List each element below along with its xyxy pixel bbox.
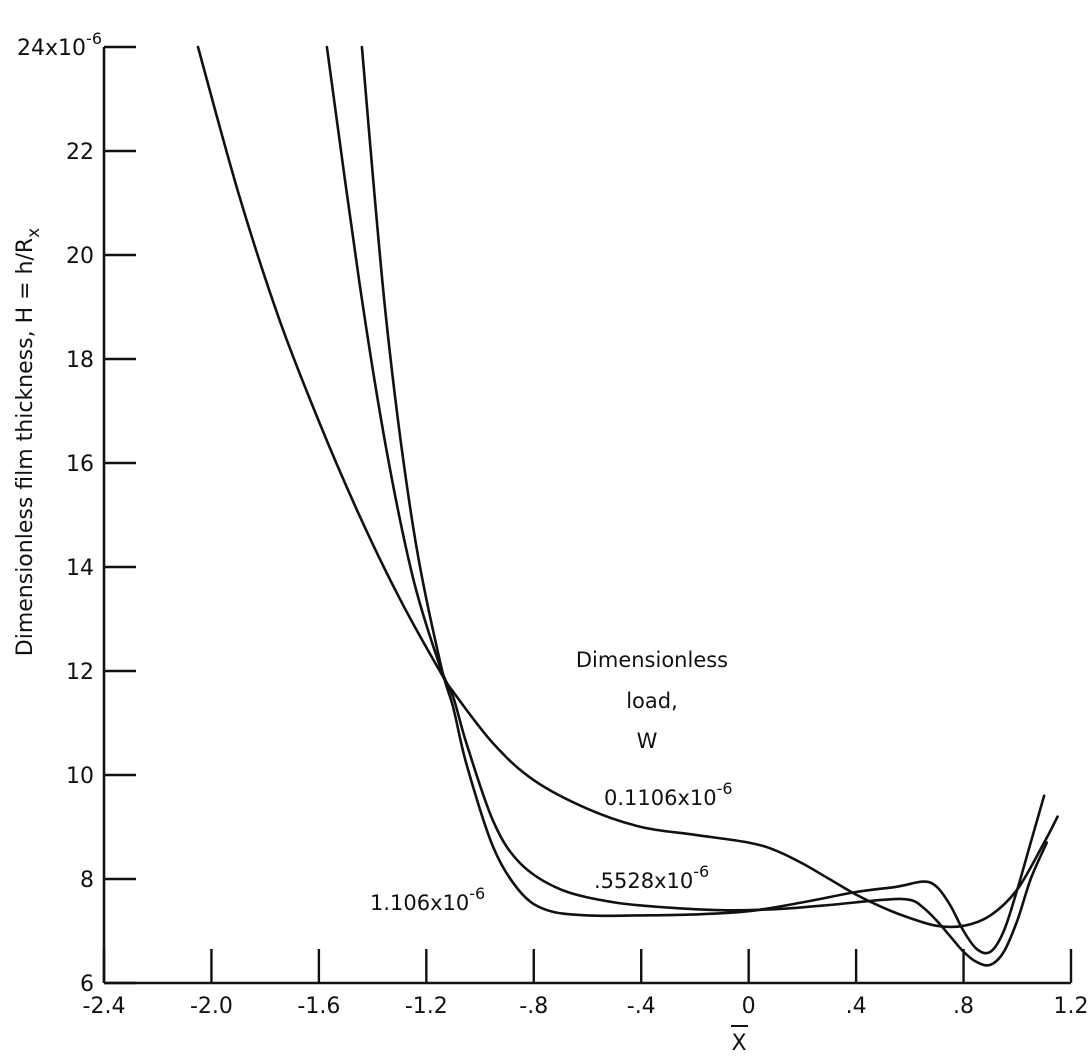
x-tick-label: .4	[846, 994, 867, 1019]
ticks: -2.4 -2.0 -1.6 -1.2 -.8 -.4 0 .4 .8 1.2 6 8 10 12 14 16…	[17, 29, 1088, 1019]
y-tick-label: 14	[66, 556, 94, 581]
series-label-2: 1.106x10-6	[370, 884, 485, 915]
x-tick-label: -1.2	[405, 994, 448, 1019]
x-axis-title-group: X	[731, 1025, 748, 1056]
series-line-0	[196, 45, 1059, 929]
x-tick-label: -1.6	[297, 994, 340, 1019]
x-axis-title: X	[731, 1031, 746, 1056]
y-tick-label: 18	[66, 348, 94, 373]
series-label-0: 0.1106x10-6	[604, 779, 733, 810]
legend-title-line-1: Dimensionless	[576, 648, 728, 672]
y-tick-label: 8	[80, 868, 94, 893]
y-tick-label: 12	[66, 660, 94, 685]
legend-title: Dimensionless load, W	[576, 648, 728, 753]
legend-title-line-2: load,	[626, 689, 678, 713]
x-tick-label: -2.0	[190, 994, 233, 1019]
x-tick-label: -2.4	[83, 994, 126, 1019]
y-tick-label: 24x10-6	[17, 29, 102, 61]
y-tick-label: 10	[66, 764, 94, 789]
y-axis-title-main: Dimensionless film thickness, H = h/R	[13, 238, 38, 656]
axes	[102, 47, 1071, 985]
x-tick-label: .8	[953, 994, 974, 1019]
y-tick-label: 6	[80, 972, 94, 997]
y-tick-label: 16	[66, 452, 94, 477]
y-axis-title-subscript: x	[24, 228, 44, 238]
y-axis-title: Dimensionless film thickness, H = h/Rx	[13, 228, 44, 656]
series-line-1	[325, 45, 1049, 967]
y-tick-label: 20	[66, 244, 94, 269]
curves	[196, 45, 1059, 967]
x-tick-label: -.4	[627, 994, 656, 1019]
x-tick-label: 1.2	[1054, 994, 1089, 1019]
legend-title-line-3: W	[637, 729, 658, 753]
y-tick-label: 22	[66, 140, 94, 165]
series-line-2	[360, 45, 1046, 955]
x-tick-label: 0	[742, 994, 756, 1019]
series-label-1: .5528x10-6	[594, 862, 709, 893]
x-tick-label: -.8	[519, 994, 548, 1019]
